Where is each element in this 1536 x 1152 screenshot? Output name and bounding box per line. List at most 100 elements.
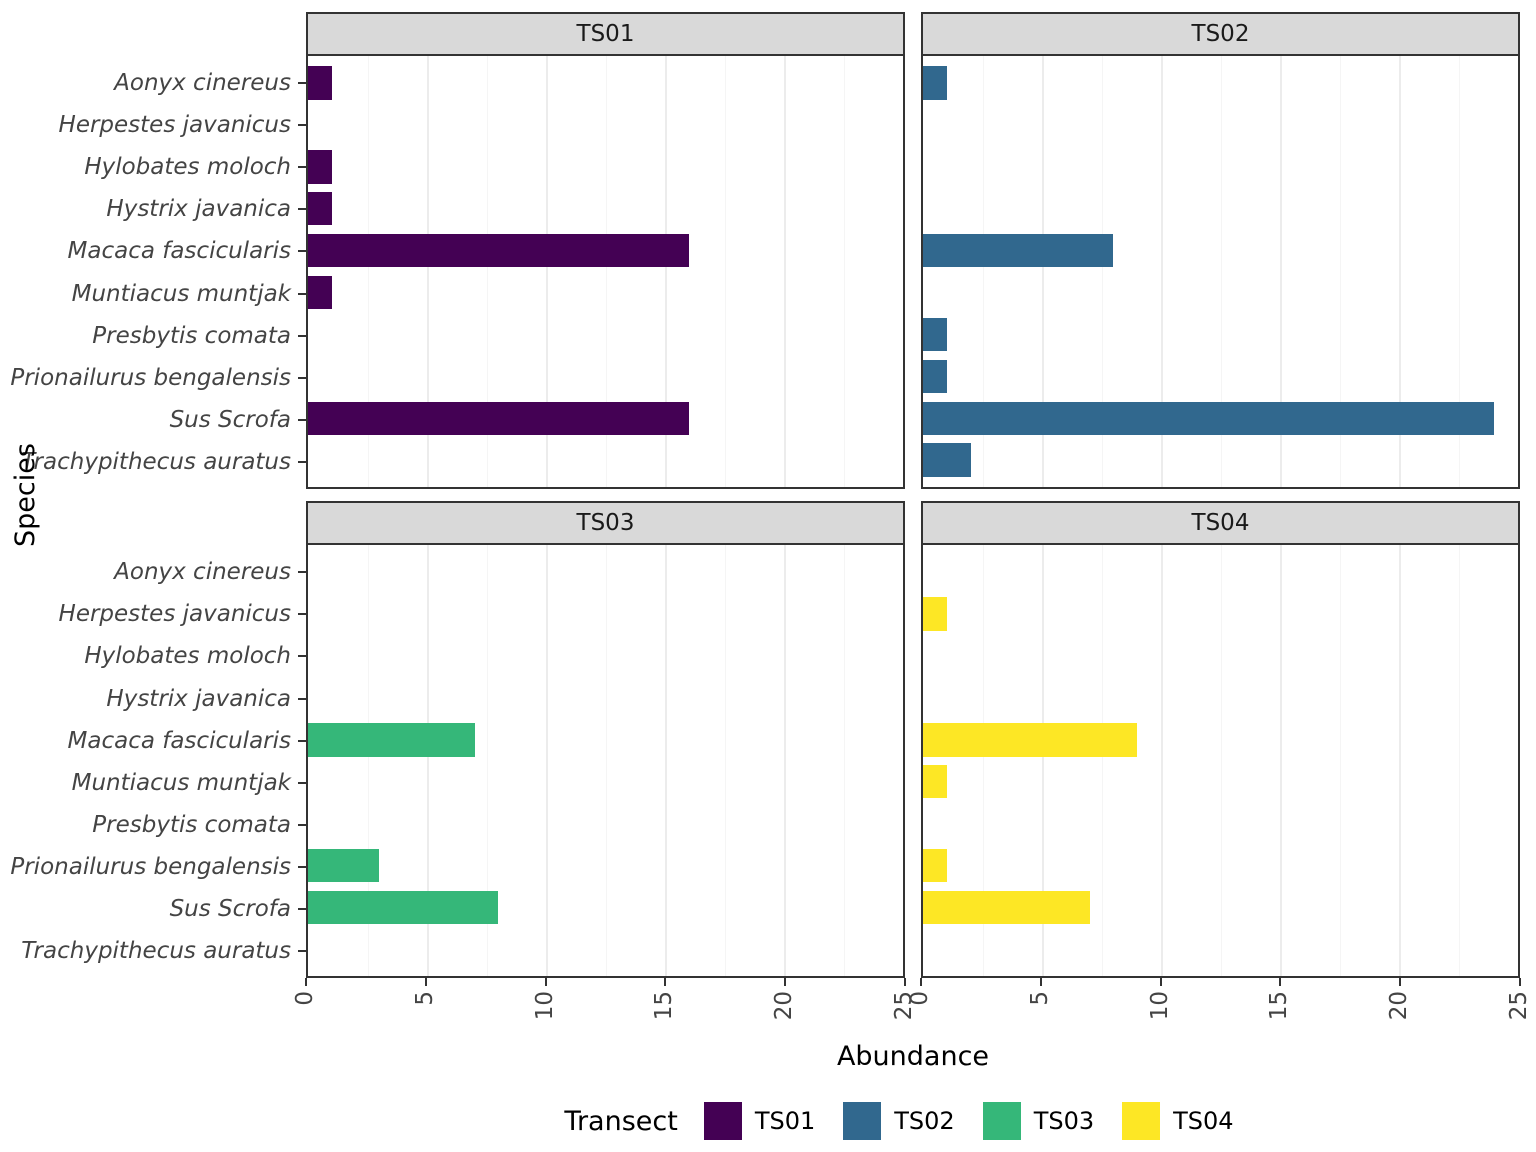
bar: [308, 401, 689, 436]
facet-strip: TS04: [921, 501, 1520, 546]
y-axis-label-row: Muntiacus muntjak: [0, 762, 306, 804]
x-tick-mark: [1039, 978, 1042, 987]
y-axis-label-row: Macaca fascicularis: [0, 720, 306, 762]
bar-band: [308, 593, 903, 635]
gridline-major: [1280, 56, 1282, 488]
bar: [308, 723, 475, 757]
x-tick-label: 10: [531, 991, 558, 1021]
facet-panel: [921, 545, 1520, 979]
legend-key-swatch: [1122, 1102, 1161, 1141]
x-tick-label: 10: [1146, 991, 1173, 1021]
gridline-minor: [982, 545, 984, 977]
gridline-minor: [1101, 56, 1103, 488]
x-tick-mark: [424, 978, 427, 987]
y-axis-label-row: Hystrix javanica: [0, 677, 306, 719]
species-label: Macaca fascicularis: [67, 727, 291, 754]
bar-band: [308, 146, 903, 188]
y-tick-mark: [298, 82, 306, 85]
species-label: Hylobates moloch: [84, 643, 291, 670]
y-tick-mark: [298, 166, 306, 169]
x-axis-spacer: [0, 978, 306, 1034]
gridline-major: [1399, 545, 1401, 977]
species-label: Herpestes javanicus: [58, 112, 291, 139]
y-tick-mark: [298, 823, 306, 826]
facet-ts03: TS03: [306, 501, 905, 979]
gridline-minor: [724, 56, 726, 488]
gridline-major: [1161, 545, 1163, 977]
species-label: Hystrix javanica: [106, 685, 291, 712]
bar: [923, 597, 947, 631]
bar-band: [923, 845, 1518, 887]
bar-band: [308, 397, 903, 439]
gridline-minor: [486, 545, 488, 977]
species-label: Trachypithecus auratus: [21, 938, 291, 965]
x-tick-mark: [1159, 978, 1162, 987]
x-tick-mark: [1519, 978, 1521, 987]
gridline-minor: [367, 56, 369, 488]
gridline-major: [1399, 56, 1401, 488]
legend-item: TS03: [982, 1102, 1094, 1141]
gridline-minor: [486, 56, 488, 488]
facet-ts04: TS04: [921, 501, 1520, 979]
bar-band: [308, 104, 903, 146]
bar-band: [308, 719, 903, 761]
x-tick-mark: [920, 978, 922, 987]
gridline-minor: [843, 56, 845, 488]
gridline-major: [665, 56, 667, 488]
y-axis-label-row: Herpestes javanicus: [0, 104, 306, 146]
facet-ts01: TS01: [306, 12, 905, 490]
species-label: Prionailurus bengalensis: [10, 364, 291, 391]
bar-band: [308, 62, 903, 104]
x-tick-mark: [1279, 978, 1282, 987]
bar-band: [308, 314, 903, 356]
facet-panel: [921, 56, 1520, 490]
facet-strip-label: TS03: [576, 510, 635, 537]
bar-band: [308, 635, 903, 677]
bar: [923, 848, 947, 883]
species-label: Muntiacus muntjak: [71, 280, 291, 307]
x-tick-label: 20: [1386, 991, 1413, 1021]
bar: [923, 359, 947, 394]
x-tick-label: 25: [1506, 991, 1532, 1021]
y-axis-label-row: Prionailurus bengalensis: [0, 357, 306, 399]
bar: [308, 233, 689, 268]
bar: [923, 890, 1090, 925]
gridline-major: [665, 545, 667, 977]
facet-panel: [306, 545, 905, 979]
y-tick-mark: [298, 739, 306, 742]
facet-strip: TS01: [306, 12, 905, 56]
bar-band: [923, 719, 1518, 761]
gridline-minor: [1458, 545, 1460, 977]
species-label: Hylobates moloch: [84, 154, 291, 181]
y-axis-label-row: Trachypithecus auratus: [0, 441, 306, 483]
bar-band: [923, 188, 1518, 230]
bar: [308, 890, 499, 925]
x-axis-title: Abundance: [836, 1040, 990, 1072]
y-tick-mark: [298, 865, 306, 868]
bars-container: [923, 545, 1518, 976]
x-tick-mark: [1399, 978, 1402, 987]
bar-band: [308, 803, 903, 845]
facet-row-2: Aonyx cinereus Herpestes javanicus Hylobat…: [0, 501, 1520, 979]
bar-band: [923, 104, 1518, 146]
bar-band: [308, 928, 903, 970]
bar-band: [923, 272, 1518, 314]
gridline-minor: [1220, 56, 1222, 488]
y-tick-mark: [298, 376, 306, 379]
gridline-minor: [605, 545, 607, 977]
species-label: Trachypithecus auratus: [21, 449, 291, 476]
gridline-minor: [1339, 545, 1341, 977]
x-tick-label: 15: [651, 991, 678, 1021]
y-tick-mark: [298, 208, 306, 211]
x-tick-label: 0: [292, 991, 318, 1006]
gridline-minor: [724, 545, 726, 977]
y-tick-mark: [298, 655, 306, 658]
facet-ts02: TS02: [921, 12, 1520, 490]
x-tick-mark: [904, 978, 906, 987]
bar-band: [923, 928, 1518, 970]
bar-band: [923, 803, 1518, 845]
y-tick-mark: [298, 334, 306, 337]
bar-band: [923, 677, 1518, 719]
bar-band: [308, 355, 903, 397]
